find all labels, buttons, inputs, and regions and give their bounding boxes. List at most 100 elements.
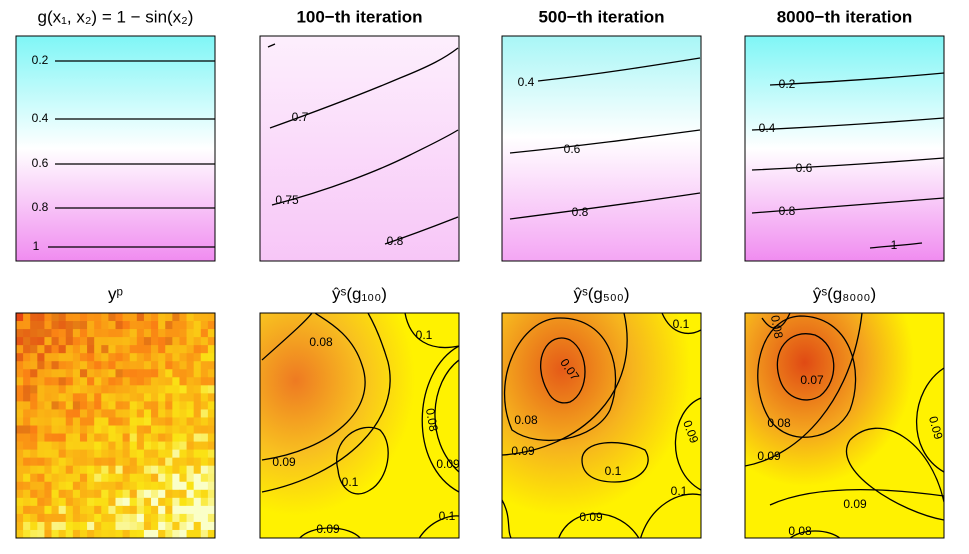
- heatmap-cell: [23, 489, 31, 499]
- heatmap-cell: [172, 441, 180, 451]
- heatmap-cell: [72, 433, 81, 442]
- heatmap-cell: [72, 481, 81, 491]
- heatmap-cell: [158, 433, 166, 442]
- heatmap-cell: [172, 465, 180, 475]
- heatmap-cell: [207, 513, 216, 523]
- heatmap-cell: [23, 465, 31, 475]
- heatmap-cell: [72, 401, 81, 410]
- heatmap-cell: [136, 329, 145, 338]
- heatmap-cell: [193, 449, 202, 459]
- heatmap-cell: [58, 521, 67, 531]
- contour-line: [581, 441, 649, 483]
- heatmap-cell: [172, 481, 180, 491]
- heatmap-cell: [143, 465, 152, 475]
- heatmap-cell: [172, 489, 180, 499]
- heatmap-cell: [129, 481, 138, 491]
- heatmap-cell: [193, 441, 202, 451]
- heatmap-cell: [23, 473, 31, 483]
- heatmap-cell: [151, 369, 159, 378]
- heatmap-cell: [87, 505, 95, 515]
- heatmap-cell: [200, 329, 209, 338]
- heatmap-cell: [87, 369, 95, 378]
- heatmap-cell: [207, 465, 216, 475]
- heatmap-cell: [186, 481, 195, 491]
- heatmap-cell: [23, 441, 31, 451]
- heatmap-cell: [23, 377, 31, 386]
- heatmap-cell: [172, 393, 180, 402]
- contour-line: [418, 515, 459, 538]
- heatmap-cell: [179, 433, 187, 442]
- contour-line: [558, 513, 640, 538]
- heatmap-cell: [151, 473, 159, 483]
- heatmap-cell: [136, 401, 145, 410]
- heatmap-cell: [200, 449, 209, 459]
- heatmap-cell: [79, 345, 88, 354]
- heatmap-cell: [65, 497, 74, 507]
- contours: 0.2 0.4 0.6 0.8 1: [32, 53, 215, 253]
- heatmap-cell: [200, 345, 209, 354]
- heatmap-cell: [51, 393, 60, 402]
- heatmap-cell: [179, 441, 187, 451]
- heatmap-cell: [79, 329, 88, 338]
- contour-line: [849, 427, 944, 503]
- contour-label: 0.4: [759, 121, 776, 135]
- heatmap-cell: [193, 425, 202, 434]
- heatmap-cell: [37, 393, 45, 402]
- contour-line: [674, 397, 701, 491]
- heatmap-cell: [143, 481, 152, 491]
- heatmap-cell: [65, 513, 74, 523]
- heatmap-cell: [136, 377, 145, 386]
- heatmap-cell: [101, 425, 109, 434]
- heatmap-cell: [58, 337, 67, 346]
- heatmap-cell: [151, 425, 159, 434]
- heatmap-cell: [16, 345, 24, 354]
- heatmap-cell: [72, 441, 81, 451]
- heatmap-cell: [143, 329, 152, 338]
- heatmap-cell: [30, 505, 38, 515]
- heatmap-cell: [37, 425, 45, 434]
- heatmap-cell: [72, 473, 81, 483]
- heatmap-cell: [65, 465, 74, 475]
- heatmap-cell: [94, 473, 102, 483]
- heatmap-cell: [207, 497, 216, 507]
- heatmap-cell: [136, 321, 145, 330]
- heatmap-cell: [172, 425, 180, 434]
- heatmap-cell: [23, 401, 31, 410]
- heatmap-cell: [16, 337, 24, 346]
- heatmap-cell: [108, 497, 116, 507]
- heatmap-cell: [151, 361, 159, 370]
- heatmap-cell: [165, 497, 173, 507]
- panel-title: ŷˢ(g₈₀₀₀): [813, 284, 876, 303]
- heatmap-cell: [16, 425, 24, 434]
- heatmap-cell: [58, 497, 67, 507]
- heatmap-cell: [65, 377, 74, 386]
- heatmap-cell: [136, 425, 145, 434]
- heatmap-cell: [165, 505, 173, 515]
- heatmap-cell: [30, 465, 38, 475]
- panel-frame: [259, 312, 460, 539]
- contour-label: 0.1: [671, 484, 688, 498]
- heatmap-cell: [87, 385, 95, 394]
- contour-label: 0.4: [518, 75, 535, 89]
- heatmap-cell: [122, 401, 131, 410]
- contours: 0.08 0.09 0.1 0.1 0.08 0.09 0.1 0.09: [261, 313, 459, 538]
- heatmap-cell: [16, 361, 24, 370]
- heatmap-cell: [44, 385, 52, 394]
- contour-label: 0.09: [316, 522, 340, 536]
- contour-label: 0.09: [843, 497, 867, 511]
- heatmap-cell: [129, 369, 138, 378]
- heatmap-cell: [207, 385, 216, 394]
- heatmap-cell: [207, 353, 216, 362]
- heatmap-cell: [193, 521, 202, 531]
- heatmap-cell: [129, 337, 138, 346]
- heatmap-cell: [143, 521, 152, 531]
- panel-title: yᵖ: [108, 284, 123, 303]
- heatmap-cell: [207, 409, 216, 418]
- heatmap-cell: [151, 401, 159, 410]
- heatmap-cell: [108, 521, 116, 531]
- heatmap-cell: [65, 417, 74, 426]
- heatmap-cell: [143, 409, 152, 418]
- heatmap-cell: [51, 529, 60, 539]
- heatmap-cell: [143, 473, 152, 483]
- heatmap-cell: [200, 393, 209, 402]
